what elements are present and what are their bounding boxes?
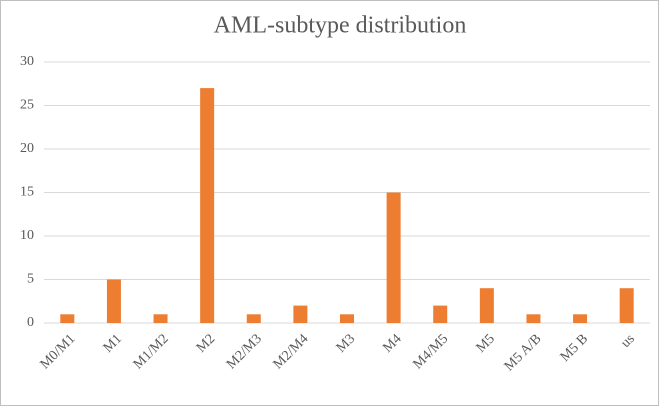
bar [106,279,121,323]
bar [526,314,541,323]
y-tick-label: 10 [20,228,34,243]
bar [200,88,215,323]
bar [386,192,401,323]
bar [433,305,448,323]
bar [340,314,354,323]
y-tick-label: 0 [27,315,34,330]
y-tick-label: 5 [27,272,34,287]
bar [619,288,634,323]
bar [293,305,308,323]
y-tick-label: 20 [20,141,34,156]
y-tick-label: 15 [20,185,34,200]
bar [573,314,588,323]
chart-title: AML-subtype distribution [214,13,467,39]
bar [246,314,261,323]
y-tick-label: 30 [20,54,34,69]
bar [153,314,168,323]
bar [479,288,494,323]
y-tick-label: 25 [20,98,34,113]
bar [60,314,75,323]
